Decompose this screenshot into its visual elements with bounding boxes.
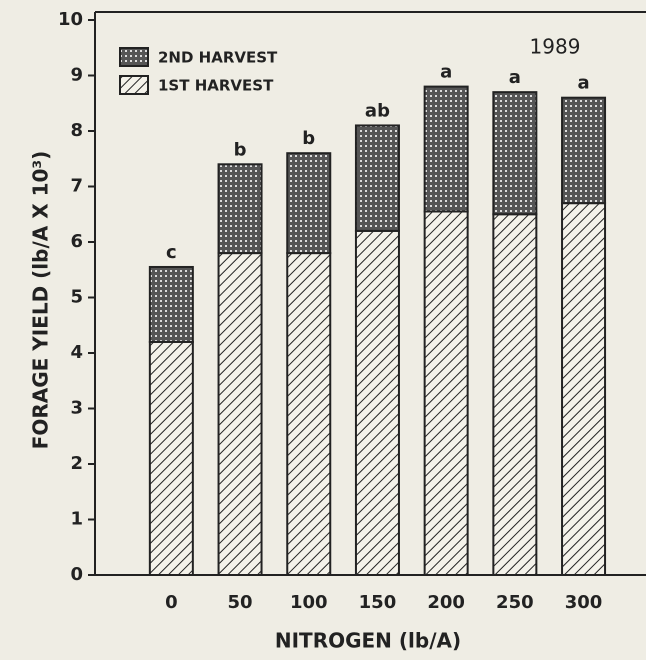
y-tick-label: 7	[70, 176, 83, 197]
significance-letter: b	[234, 139, 247, 160]
significance-letter: ab	[365, 100, 390, 121]
x-tick-label: 300	[565, 592, 603, 613]
significance-letter: a	[577, 73, 589, 94]
y-tick-label: 3	[70, 398, 83, 419]
legend-label: 2ND HARVEST	[158, 49, 278, 67]
bar-segment	[423, 210, 469, 576]
x-tick-label: 150	[359, 592, 397, 613]
y-tick-label: 2	[70, 453, 83, 474]
y-tick-label: 1	[70, 509, 83, 530]
y-tick-label: 9	[70, 65, 83, 86]
y-tick-label: 5	[70, 287, 83, 308]
y-tick-label: 4	[70, 342, 83, 363]
legend-swatch	[119, 47, 149, 67]
significance-letter: a	[440, 62, 452, 83]
bar-segment	[286, 152, 332, 255]
y-axis-label: FORAGE YIELD (lb/A X 10³)	[29, 151, 53, 450]
y-tick-label: 0	[70, 564, 83, 585]
x-tick-label: 50	[228, 592, 253, 613]
bar-segment	[354, 124, 400, 232]
bar-segment	[354, 229, 400, 576]
significance-letter: a	[509, 67, 521, 88]
y-tick-label: 8	[70, 120, 83, 141]
chart-title: 1989	[530, 35, 581, 59]
x-tick-label: 250	[496, 592, 534, 613]
legend-swatch	[119, 75, 149, 95]
bar-segment	[561, 202, 607, 576]
bar-segment	[492, 91, 538, 216]
bar-segment	[492, 213, 538, 576]
legend-label: 1ST HARVEST	[158, 77, 274, 95]
bar-segment	[423, 85, 469, 213]
x-tick-label: 100	[290, 592, 328, 613]
bar-segment	[148, 265, 194, 343]
bar-segment	[286, 252, 332, 576]
y-tick-label: 6	[70, 231, 83, 252]
x-tick-label: 0	[165, 592, 178, 613]
y-tick-label: 10	[58, 9, 83, 30]
bar-segment	[217, 163, 263, 255]
x-tick-label: 200	[427, 592, 465, 613]
significance-letter: b	[302, 128, 315, 149]
x-axis-label: NITROGEN (lb/A)	[275, 629, 461, 653]
bar-segment	[148, 340, 194, 576]
bar-segment	[561, 96, 607, 205]
bar-segment	[217, 252, 263, 576]
significance-letter: c	[166, 242, 177, 263]
